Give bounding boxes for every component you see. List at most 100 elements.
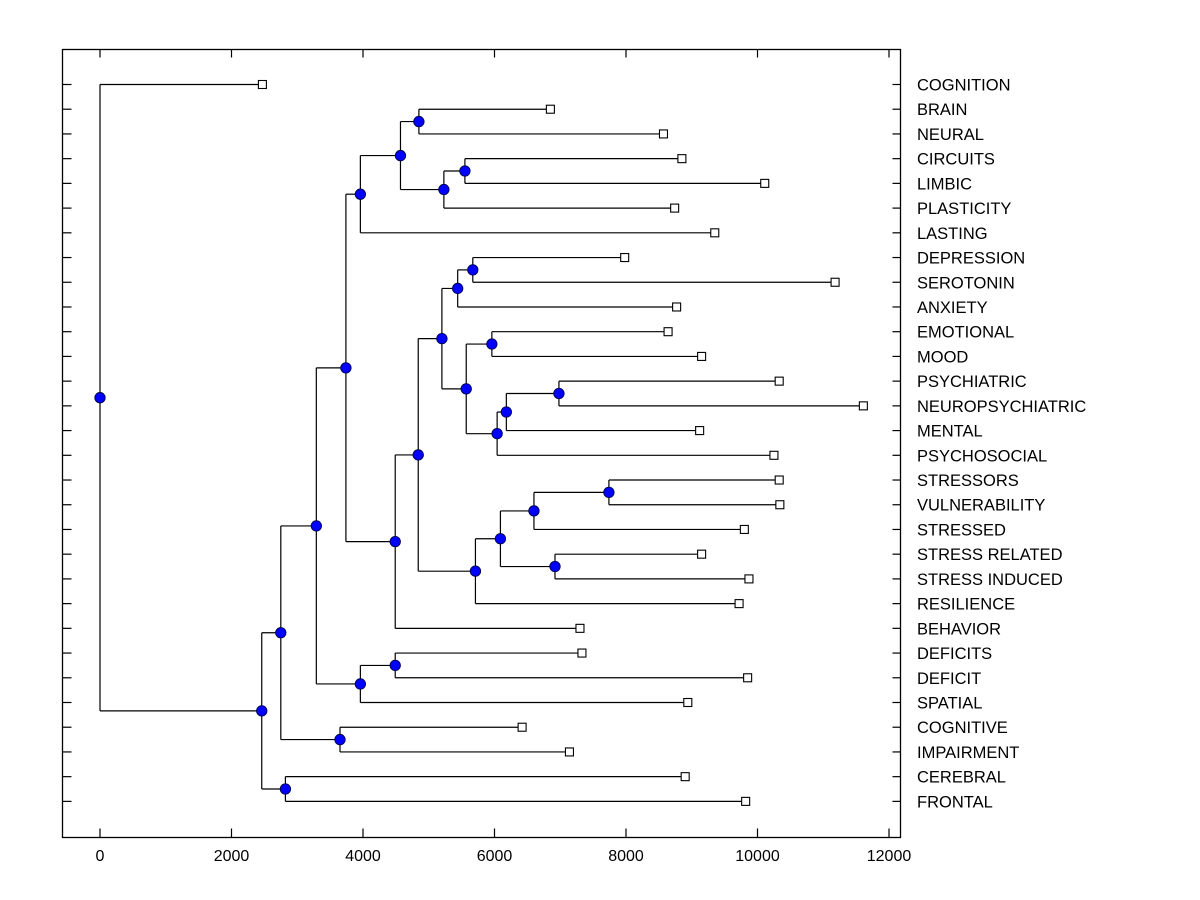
- merge-node: [354, 678, 367, 690]
- merge-node: [438, 183, 450, 196]
- leaf-label: COGNITION: [917, 77, 1011, 95]
- x-tick-label: 10000: [735, 848, 780, 865]
- leaf-marker: [683, 697, 693, 708]
- leaf-marker: [517, 722, 527, 732]
- leaf-marker: [677, 154, 687, 164]
- leaf-marker: [739, 524, 749, 535]
- leaf-label: NEUROPSYCHIATRIC: [917, 398, 1086, 416]
- leaf-label: CIRCUITS: [917, 151, 995, 169]
- leaf-marker: [663, 327, 673, 337]
- leaf-label: VULNERABILITY: [917, 497, 1045, 515]
- merge-node: [436, 333, 448, 345]
- x-tick-label: 8000: [608, 848, 644, 865]
- leaf-label: STRESSORS: [917, 472, 1019, 490]
- merge-node: [494, 533, 507, 545]
- merge-node: [310, 520, 322, 532]
- axis-ticks: 0 2000 4000 6000 8000 10000 12000: [62, 49, 912, 865]
- leaf-label: EMOTIONAL: [917, 324, 1014, 342]
- leaf-marker: [743, 673, 753, 683]
- leaf-marker: [695, 426, 705, 436]
- merge-node: [528, 505, 540, 517]
- leaf-label: COGNITIVE: [917, 719, 1008, 737]
- x-tick-label: 12000: [867, 848, 912, 865]
- leaf-label: BEHAVIOR: [917, 620, 1001, 638]
- merge-node: [486, 338, 498, 350]
- leaf-label: DEPRESSION: [917, 250, 1025, 268]
- merge-node: [279, 783, 292, 795]
- leaf-marker: [564, 747, 575, 757]
- merge-node: [603, 486, 615, 499]
- leaf-marker: [830, 277, 840, 287]
- leaf-marker: [680, 772, 690, 782]
- leaf-marker: [545, 104, 555, 114]
- leaf-label: LASTING: [917, 225, 988, 243]
- merge-node: [467, 264, 479, 276]
- merge-node: [389, 659, 401, 672]
- x-tick-label: 6000: [477, 848, 513, 865]
- dendrogram-edges: [99, 83, 864, 802]
- leaf-marker: [741, 796, 751, 806]
- leaf-marker: [697, 549, 707, 559]
- x-tick-label: 2000: [214, 848, 250, 865]
- leaf-label: STRESS INDUCED: [917, 571, 1063, 589]
- leaf-markers: [257, 79, 868, 806]
- leaf-marker: [858, 401, 868, 411]
- merge-node: [549, 560, 561, 573]
- merge-node: [469, 565, 482, 577]
- merge-node: [340, 362, 352, 374]
- leaf-label: IMPAIRMENT: [917, 744, 1019, 762]
- merge-nodes: [94, 115, 615, 795]
- leaf-label: PSYCHOSOCIAL: [917, 447, 1047, 465]
- leaf-marker: [697, 351, 707, 361]
- merge-node: [94, 392, 106, 404]
- leaf-marker: [760, 178, 770, 188]
- leaf-label: DEFICITS: [917, 645, 992, 663]
- leaf-marker: [710, 228, 720, 238]
- leaf-marker: [257, 79, 267, 90]
- leaf-label: NEURAL: [917, 126, 984, 144]
- x-tick-label: 4000: [345, 848, 381, 865]
- leaf-label: SEROTONIN: [917, 274, 1015, 292]
- merge-node: [412, 449, 424, 461]
- leaf-marker: [744, 574, 754, 584]
- leaf-marker: [734, 599, 744, 609]
- leaf-marker: [575, 623, 585, 633]
- merge-node: [413, 115, 425, 128]
- merge-node: [389, 535, 401, 548]
- leaf-marker: [672, 302, 682, 312]
- leaf-label: PSYCHIATRIC: [917, 373, 1027, 391]
- leaf-label: FRONTAL: [917, 793, 993, 811]
- merge-node: [491, 428, 503, 440]
- leaf-marker: [769, 450, 779, 460]
- leaf-label: PLASTICITY: [917, 200, 1011, 218]
- leaf-label: DEFICIT: [917, 670, 981, 688]
- merge-node: [500, 406, 512, 418]
- leaf-label: MENTAL: [917, 423, 983, 441]
- leaf-label: BRAIN: [917, 101, 967, 119]
- merge-node: [459, 165, 471, 177]
- merge-node: [553, 387, 565, 400]
- leaf-marker: [670, 203, 680, 213]
- leaf-label: STRESSED: [917, 521, 1006, 539]
- leaf-label: MOOD: [917, 348, 968, 366]
- leaf-labels: COGNITION BRAIN NEURAL CIRCUITS LIMBIC PLASTI…: [917, 77, 1086, 812]
- leaf-marker: [774, 376, 784, 386]
- merge-node: [354, 188, 367, 200]
- leaf-label: ANXIETY: [917, 299, 988, 317]
- leaf-label: STRESS RELATED: [917, 546, 1063, 564]
- leaf-label: SPATIAL: [917, 695, 982, 713]
- leaf-label: RESILIENCE: [917, 596, 1015, 614]
- merge-node: [334, 733, 346, 746]
- merge-node: [275, 627, 287, 639]
- leaf-marker: [620, 252, 630, 263]
- merge-node: [256, 705, 268, 717]
- leaf-marker: [577, 648, 587, 658]
- merge-node: [460, 383, 472, 395]
- merge-node: [394, 149, 407, 162]
- leaf-marker: [775, 500, 785, 510]
- leaf-marker: [658, 129, 669, 139]
- leaf-label: LIMBIC: [917, 175, 972, 193]
- merge-node: [452, 282, 464, 295]
- x-tick-label: 0: [96, 848, 105, 865]
